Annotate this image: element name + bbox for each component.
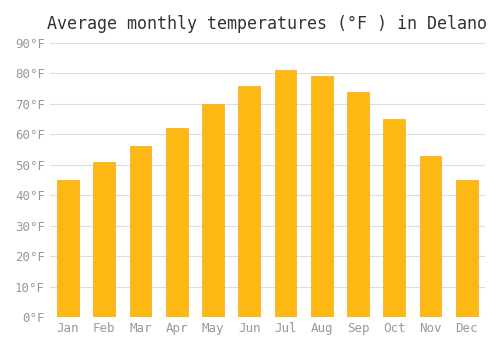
Bar — [420, 156, 442, 317]
Bar — [238, 85, 260, 317]
Bar — [94, 162, 115, 317]
Title: Average monthly temperatures (°F ) in Delano: Average monthly temperatures (°F ) in De… — [48, 15, 488, 33]
Bar — [311, 76, 332, 317]
Bar — [274, 70, 296, 317]
Bar — [202, 104, 224, 317]
Bar — [384, 119, 405, 317]
Bar — [456, 180, 477, 317]
Bar — [166, 128, 188, 317]
Bar — [347, 92, 369, 317]
Bar — [130, 147, 152, 317]
Bar — [57, 180, 79, 317]
